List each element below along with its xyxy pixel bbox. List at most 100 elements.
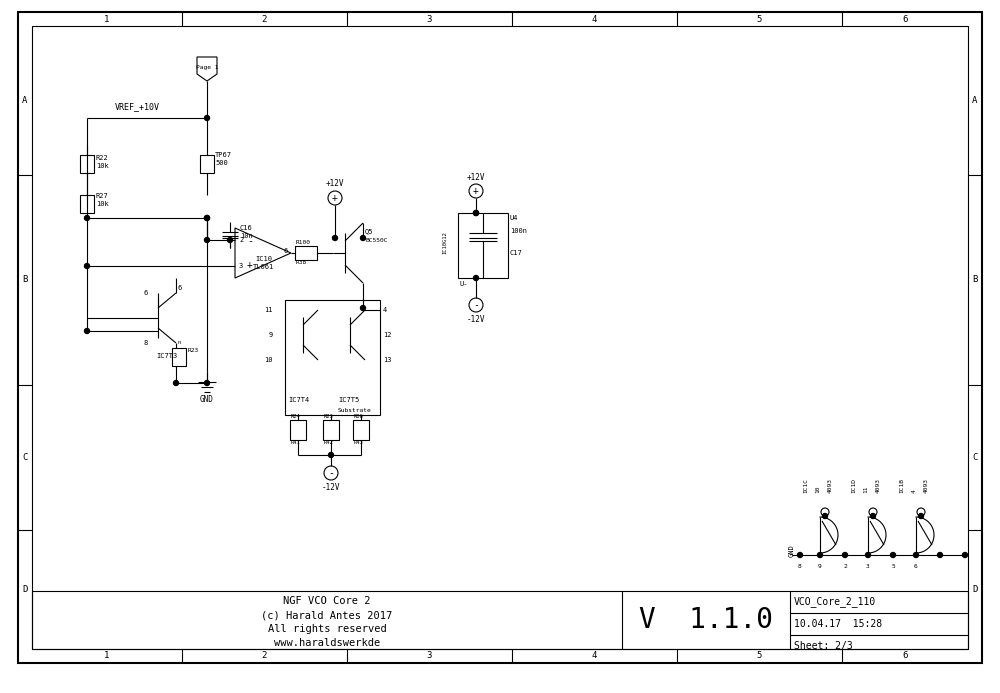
- Text: 8: 8: [144, 340, 148, 346]
- Bar: [295, 246, 317, 260]
- Text: R100: R100: [296, 240, 311, 245]
- Text: 3: 3: [239, 263, 243, 269]
- Text: Sheet: 2/3: Sheet: 2/3: [794, 641, 853, 651]
- Bar: [323, 420, 339, 440]
- Text: 6: 6: [283, 248, 287, 254]
- Text: +: +: [247, 260, 253, 270]
- Text: IC10: IC10: [255, 256, 272, 262]
- Text: Q5: Q5: [365, 228, 374, 234]
- Text: +: +: [332, 193, 338, 203]
- Text: -: -: [247, 236, 253, 246]
- Text: 9: 9: [818, 565, 822, 570]
- Text: 12: 12: [383, 332, 392, 338]
- Text: GND: GND: [200, 396, 214, 405]
- Circle shape: [474, 211, 479, 216]
- Text: -12V: -12V: [467, 315, 485, 324]
- Circle shape: [870, 514, 876, 518]
- Circle shape: [474, 211, 479, 216]
- Text: C17: C17: [510, 250, 523, 256]
- Text: 11: 11: [864, 486, 868, 493]
- Circle shape: [205, 380, 210, 385]
- Bar: [353, 420, 369, 440]
- Circle shape: [938, 552, 942, 557]
- Circle shape: [914, 552, 918, 557]
- Text: 2: 2: [843, 565, 847, 570]
- Text: Page 1: Page 1: [196, 64, 218, 69]
- Circle shape: [205, 216, 210, 220]
- Text: 3: 3: [427, 15, 432, 24]
- Text: 10k: 10k: [96, 163, 109, 169]
- Bar: [80, 155, 94, 173]
- Circle shape: [228, 238, 232, 243]
- Circle shape: [84, 216, 90, 220]
- Circle shape: [360, 236, 366, 240]
- Text: IC7T3: IC7T3: [156, 353, 177, 359]
- Bar: [32, 26, 968, 649]
- Text: BC550C: BC550C: [365, 238, 388, 243]
- Bar: [458, 213, 508, 278]
- Text: C: C: [22, 453, 28, 462]
- Text: IC7T4: IC7T4: [288, 397, 309, 403]
- Text: -12V: -12V: [322, 484, 340, 493]
- Text: +: +: [473, 186, 479, 196]
- Text: 2: 2: [262, 651, 267, 660]
- Bar: [32, 591, 968, 649]
- Text: 4: 4: [592, 651, 597, 660]
- Circle shape: [360, 306, 366, 310]
- Text: C16: C16: [240, 225, 253, 231]
- Text: R43: R43: [354, 441, 364, 446]
- Text: 4093: 4093: [924, 478, 928, 493]
- Text: 4093: 4093: [828, 478, 832, 493]
- Text: 10: 10: [816, 486, 820, 493]
- Text: Substrate: Substrate: [338, 407, 372, 412]
- Circle shape: [842, 552, 848, 557]
- Text: 100n: 100n: [510, 228, 527, 234]
- Text: 4: 4: [592, 15, 597, 24]
- Text: D: D: [972, 585, 978, 594]
- Text: R23: R23: [188, 347, 199, 353]
- Text: 2: 2: [239, 237, 243, 243]
- Text: (c) Harald Antes 2017: (c) Harald Antes 2017: [261, 610, 393, 620]
- Text: 10k: 10k: [96, 201, 109, 207]
- Text: D: D: [22, 585, 28, 594]
- Text: 1: 1: [104, 15, 110, 24]
- Text: 500: 500: [215, 160, 228, 166]
- Bar: [80, 195, 94, 213]
- Text: 5: 5: [757, 651, 762, 660]
- Text: 10n: 10n: [240, 233, 253, 239]
- Text: R22: R22: [96, 155, 109, 161]
- Circle shape: [474, 276, 479, 281]
- Text: 13: 13: [383, 357, 392, 363]
- Text: www.haraldswerkde: www.haraldswerkde: [274, 638, 380, 648]
- Circle shape: [332, 236, 338, 240]
- Text: NGF VCO Core 2: NGF VCO Core 2: [283, 596, 371, 606]
- Text: -: -: [328, 468, 334, 478]
- Circle shape: [174, 380, 178, 385]
- Text: IC1D: IC1D: [852, 478, 856, 493]
- Circle shape: [866, 552, 870, 557]
- Circle shape: [962, 552, 968, 557]
- Text: 3: 3: [866, 565, 870, 570]
- Text: 5: 5: [891, 565, 895, 570]
- Text: R24: R24: [291, 414, 301, 419]
- Text: U-: U-: [460, 281, 468, 287]
- Text: 4093: 4093: [876, 478, 881, 493]
- Circle shape: [205, 116, 210, 121]
- Circle shape: [205, 238, 210, 243]
- Circle shape: [84, 328, 90, 333]
- Text: 6: 6: [902, 651, 908, 660]
- Circle shape: [205, 216, 210, 220]
- Text: 2: 2: [262, 15, 267, 24]
- Text: VREF_+10V: VREF_+10V: [115, 103, 160, 112]
- Circle shape: [328, 453, 334, 457]
- Text: 4: 4: [383, 307, 387, 313]
- Text: R41: R41: [291, 441, 301, 446]
- Text: 6: 6: [902, 15, 908, 24]
- Text: n: n: [178, 340, 181, 346]
- Text: IC1B: IC1B: [900, 478, 904, 493]
- Text: GND: GND: [789, 544, 795, 557]
- Text: TL061: TL061: [253, 264, 274, 270]
- Text: B: B: [972, 276, 978, 285]
- Bar: [200, 155, 214, 173]
- Text: 6: 6: [144, 290, 148, 296]
